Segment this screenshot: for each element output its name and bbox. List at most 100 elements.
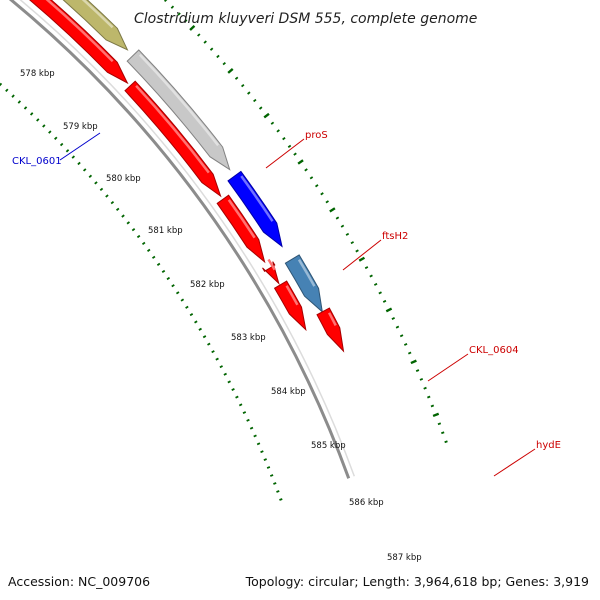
inner-tick-dot xyxy=(11,94,15,98)
gene-label-leader xyxy=(493,448,536,477)
inner-tick-dot xyxy=(166,276,171,281)
gene-highlight xyxy=(297,259,316,287)
outer-tick-dot xyxy=(329,207,336,213)
outer-tick-dot xyxy=(287,144,292,148)
outer-tick-dot xyxy=(325,200,329,204)
genes-layer xyxy=(13,0,345,353)
inner-tick-dot xyxy=(279,498,283,501)
gene-label-leader xyxy=(59,132,101,161)
inner-tick-dot xyxy=(105,194,109,198)
gene-11[interactable] xyxy=(216,194,266,264)
inner-tick-dot xyxy=(238,403,243,407)
outer-tick-dot xyxy=(373,282,378,286)
inner-tick-dot xyxy=(42,124,46,128)
gene-highlight xyxy=(81,0,114,29)
gene-label-leader xyxy=(265,138,305,169)
kbp-tick-label: 580 kbp xyxy=(106,174,141,184)
outer-tick-dot xyxy=(441,431,445,435)
inner-tick-dot xyxy=(171,284,175,288)
inner-tick-dot xyxy=(185,305,189,309)
outer-tick-dot xyxy=(276,129,280,133)
inner-tick-dot xyxy=(227,380,231,384)
gene-body xyxy=(227,170,283,248)
outer-tick-dot xyxy=(378,291,382,295)
inner-tick-dot xyxy=(211,350,215,354)
gene-body xyxy=(262,261,280,286)
inner-tick-dot xyxy=(215,357,219,361)
gene-label-ckl-0604[interactable]: CKL_0604 xyxy=(469,345,519,356)
gene-9[interactable] xyxy=(124,80,222,198)
gene-13[interactable] xyxy=(262,258,280,286)
gene-highlight xyxy=(45,0,114,63)
outer-tick-dot xyxy=(432,412,440,418)
gene-body xyxy=(29,0,129,85)
inner-tick-dot xyxy=(65,149,70,153)
outer-tick-dot xyxy=(170,5,175,9)
gene-highlight xyxy=(227,199,256,239)
inner-tick-dot xyxy=(17,100,22,104)
gene-highlight xyxy=(285,285,299,306)
tick-dots-layer xyxy=(0,0,448,501)
outer-tick-dot xyxy=(315,184,319,188)
outer-tick-dot xyxy=(335,216,340,220)
outer-tick-dot xyxy=(203,40,207,44)
outer-tick-dot xyxy=(415,369,420,373)
gene-7[interactable] xyxy=(13,0,129,85)
inner-tick-dot xyxy=(180,298,185,302)
gene-body xyxy=(62,0,129,51)
outer-tick-dot xyxy=(430,404,435,408)
inner-tick-dot xyxy=(249,426,254,430)
gene-label-ckl-0601[interactable]: CKL_0601 xyxy=(12,156,62,167)
outer-tick-dot xyxy=(355,249,359,253)
inner-tick-dot xyxy=(189,313,194,317)
inner-tick-dot xyxy=(151,255,156,259)
inner-tick-dot xyxy=(141,241,146,246)
inner-tick-dot xyxy=(253,434,257,438)
gene-highlight xyxy=(327,312,337,326)
inner-tick-dot xyxy=(246,418,250,422)
backbone-layer xyxy=(8,0,356,479)
backbone-shadow xyxy=(19,0,356,477)
inner-tick-dot xyxy=(146,248,151,252)
inner-tick-dot xyxy=(202,335,207,339)
outer-tick-dot xyxy=(427,395,431,399)
inner-tick-dot xyxy=(99,187,104,192)
kbp-tick-label: 583 kbp xyxy=(231,333,266,343)
gene-label-hyde[interactable]: hydE xyxy=(536,440,561,451)
inner-tick-dot xyxy=(136,234,141,239)
gene-ckl-0604[interactable] xyxy=(126,49,231,171)
outer-tick-dot xyxy=(234,76,239,80)
gene-16[interactable] xyxy=(316,307,345,353)
outer-tick-dot xyxy=(444,440,448,444)
outer-tick-dot xyxy=(209,47,214,51)
outer-tick-dot xyxy=(297,159,304,165)
map-title: Clostridium kluyveri DSM 555, complete g… xyxy=(134,11,477,27)
kbp-tick-label: 578 kbp xyxy=(20,69,55,79)
inner-tick-dot xyxy=(5,88,9,92)
inner-tick-dot xyxy=(82,168,87,172)
inner-tick-dot xyxy=(273,482,277,485)
inner-tick-dot xyxy=(88,174,93,179)
outer-tick-dot xyxy=(258,106,263,110)
gene-label-ftsh2[interactable]: ftsH2 xyxy=(382,231,408,242)
outer-tick-dot xyxy=(189,25,196,31)
inner-tick-dot xyxy=(175,291,180,295)
gene-ftsh2[interactable] xyxy=(30,0,129,51)
outer-tick-dot xyxy=(247,91,251,95)
inner-tick-dot xyxy=(260,450,264,454)
outer-tick-dot xyxy=(358,256,366,262)
inner-tick-dot xyxy=(94,181,98,185)
inner-tick-dot xyxy=(36,118,40,122)
topology-text: Topology: circular; Length: 3,964,618 bp… xyxy=(245,574,589,589)
inner-tick-dot xyxy=(269,474,274,477)
gene-hyde[interactable] xyxy=(227,170,283,248)
gene-body xyxy=(216,194,266,264)
inner-tick-dot xyxy=(0,82,3,87)
gene-15[interactable] xyxy=(284,254,324,314)
outer-tick-dot xyxy=(216,54,220,59)
gene-14[interactable] xyxy=(273,280,307,332)
inner-tick-dot xyxy=(161,269,166,274)
kbp-tick-label: 587 kbp xyxy=(387,553,422,563)
gene-label-pros[interactable]: proS xyxy=(305,130,328,141)
